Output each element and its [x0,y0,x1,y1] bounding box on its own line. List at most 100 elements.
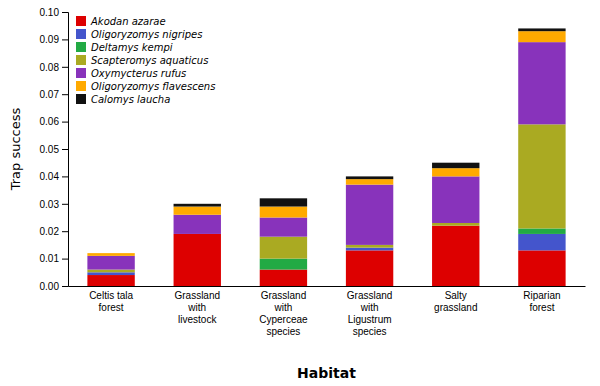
bar-segment [260,218,307,237]
y-tick-mark [62,94,68,95]
y-tick-label: 0.06 [40,116,60,127]
bar-segment [518,250,565,286]
y-tick: 0.09 [40,34,68,45]
bar-segment [346,248,393,251]
y-axis-title: Trap success [8,107,23,191]
bar-segment [432,226,479,286]
y-tick: 0.02 [40,226,68,237]
legend-swatch [76,68,86,78]
bar-segment [260,198,307,206]
y-tick-label: 0.00 [40,281,60,292]
bar-segment [260,259,307,270]
legend-item: Oligoryzomys nigripes [76,29,202,40]
bar-segment [518,124,565,228]
x-tick-label: GrasslandwithLigustrumspecies [347,290,393,337]
legend-swatch [76,81,86,91]
x-tick: GrasslandwithCyperceaespecies [259,290,308,337]
y-tick-mark [62,39,68,40]
y-tick-label: 0.05 [40,144,60,155]
y-axis: 0.00 0.01 0.02 0.03 0.04 0.05 0.06 0.07 0.08 0.09… [40,7,69,292]
y-tick-label: 0.01 [40,253,60,264]
bar-segment [346,245,393,248]
bar-series [87,226,565,286]
bar-segment [346,250,393,286]
bar-series [87,31,565,256]
legend-label: Deltamys kempi [91,42,173,53]
bar-segment [87,270,134,273]
y-tick-label: 0.07 [40,89,60,100]
bar-segment [260,237,307,259]
y-tick: 0.05 [40,144,68,155]
y-tick-mark [62,176,68,177]
y-tick-label: 0.03 [40,199,60,210]
legend-label: Oxymycterus rufus [91,68,186,79]
y-tick: 0.07 [40,89,68,100]
chart: 0.00 0.01 0.02 0.03 0.04 0.05 0.06 0.07 0.08 0.09… [0,0,600,386]
legend-swatch [76,29,86,39]
legend-item: Oligoryzomys flavescens [76,81,215,92]
bar-segment [432,168,479,176]
x-tick: Riparianforest [523,290,560,313]
y-tick-label: 0.02 [40,226,60,237]
bar-segment [260,270,307,286]
x-axis-title: Habitat [297,365,356,381]
y-tick-label: 0.08 [40,62,60,73]
bar-series [87,124,565,272]
bar-segment [87,256,134,270]
bar-segment [432,176,479,223]
bar-segment [174,234,221,286]
bar-segment [432,163,479,168]
bar-segment [346,176,393,179]
legend-swatch [76,55,86,65]
x-tick: Celtis talaforest [89,290,133,313]
legend-item: Calomys laucha [76,94,170,105]
y-tick-mark [62,67,68,68]
y-tick-label: 0.10 [40,7,60,18]
x-tick: Grasslandwithlivestock [174,290,220,325]
plot: 0.00 0.01 0.02 0.03 0.04 0.05 0.06 0.07 0.08 0.09… [40,7,586,337]
bar-segment [174,207,221,215]
y-tick-mark [62,12,68,13]
legend-item: Scapteromys aquaticus [76,55,208,66]
y-tick-mark [62,149,68,150]
x-tick-label: Grasslandwithlivestock [174,290,220,325]
y-tick: 0.04 [40,171,68,182]
y-tick-mark [62,231,68,232]
x-tick: Saltygrassland [434,290,477,313]
legend-label: Oligoryzomys flavescens [91,81,215,92]
bar-segment [518,234,565,250]
bar-segment [432,223,479,226]
y-tick: 0.01 [40,253,68,264]
legend-swatch [76,16,86,26]
bar-segment [87,272,134,275]
y-tick-mark [62,286,68,287]
bar-segment [87,253,134,256]
x-tick-label: Saltygrassland [434,290,477,313]
x-tick-label: Riparianforest [523,290,560,313]
bar-segment [518,42,565,124]
y-tick: 0.03 [40,199,68,210]
x-tick: GrasslandwithLigustrumspecies [347,290,393,337]
y-tick: 0.00 [40,281,68,292]
bar-segment [346,185,393,245]
bar-segment [260,207,307,218]
bar-segment [174,215,221,234]
x-tick-label: Celtis talaforest [89,290,133,313]
y-tick: 0.10 [40,7,68,18]
legend-label: Scapteromys aquaticus [91,55,208,66]
bar-segment [518,31,565,42]
bars [87,28,565,286]
bar-series [87,42,565,269]
legend-label: Oligoryzomys nigripes [91,29,202,40]
legend-item: Deltamys kempi [76,42,173,53]
bar-segment [87,253,134,254]
legend-label: Calomys laucha [91,94,170,105]
x-tick-label: GrasslandwithCyperceaespecies [259,290,308,337]
legend-label: Akodan azarae [90,16,166,27]
y-tick-mark [62,259,68,260]
y-tick-label: 0.09 [40,34,60,45]
y-tick-label: 0.04 [40,171,60,182]
y-tick: 0.08 [40,62,68,73]
legend-swatch [76,42,86,52]
legend-swatch [76,94,86,104]
